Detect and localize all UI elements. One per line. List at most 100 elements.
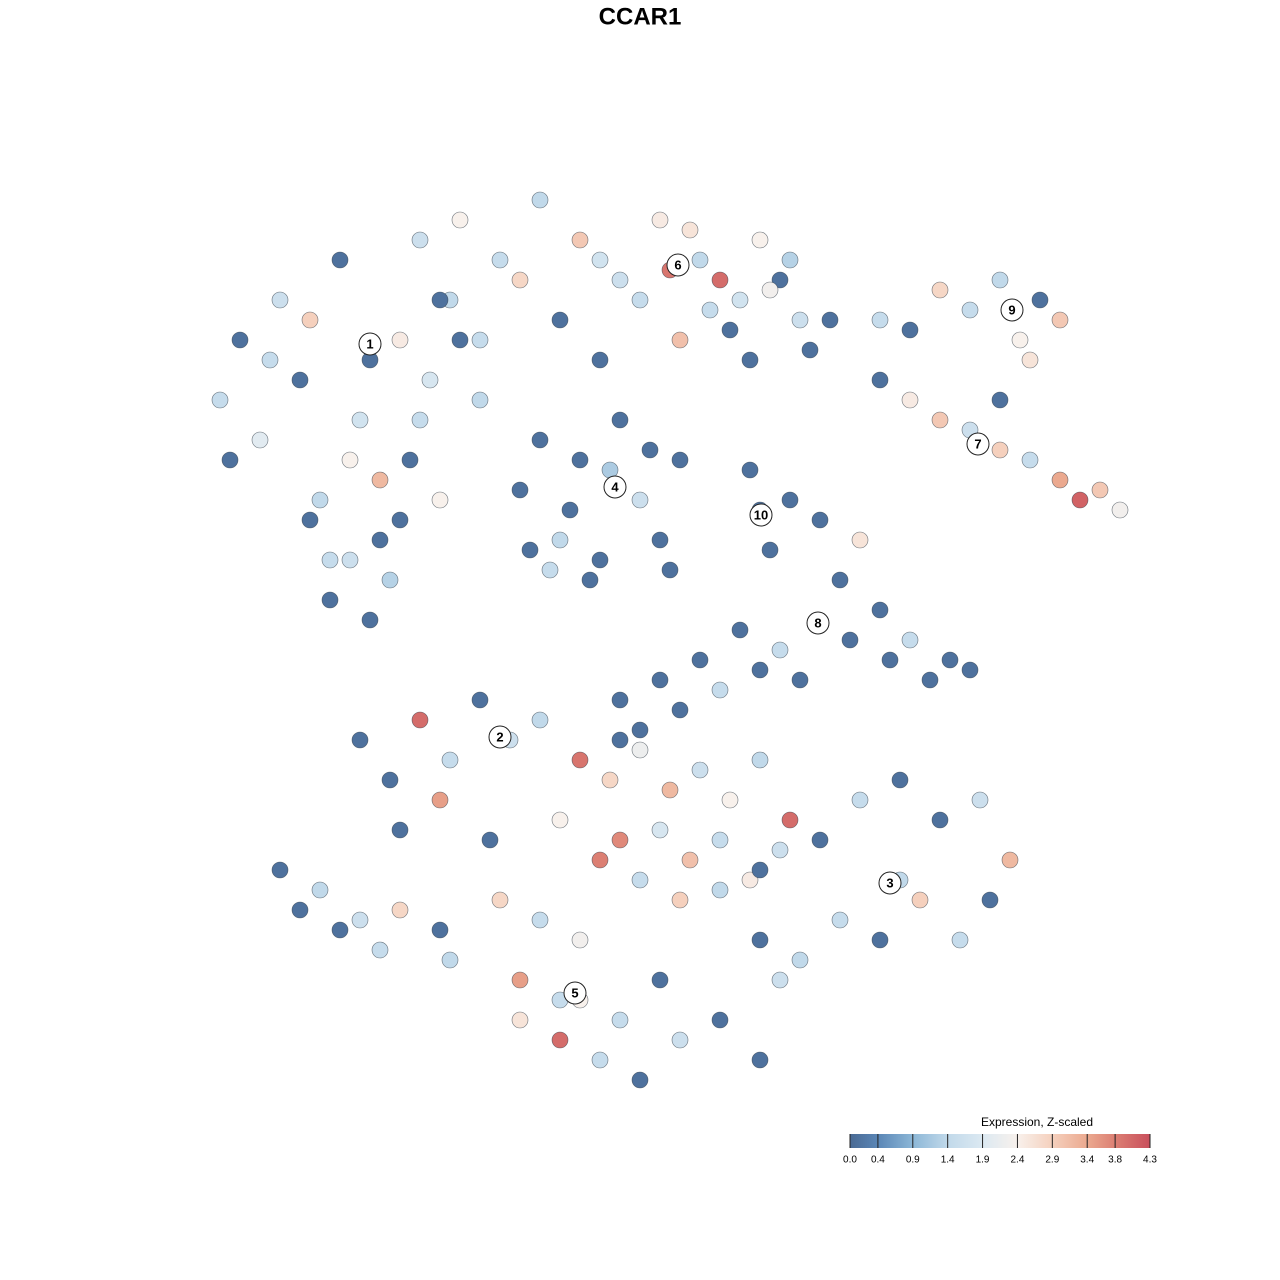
point	[651, 531, 669, 549]
point	[491, 251, 509, 269]
colorbar-tick-label: 0.9	[906, 1155, 920, 1166]
point	[351, 411, 369, 429]
cluster-label: 2	[496, 729, 503, 744]
point	[811, 511, 829, 529]
point	[511, 971, 529, 989]
point	[581, 571, 599, 589]
point	[371, 941, 389, 959]
point	[981, 891, 999, 909]
point	[1111, 501, 1129, 519]
point	[771, 841, 789, 859]
point	[511, 271, 529, 289]
point	[601, 771, 619, 789]
colorbar-tick-label: 3.8	[1108, 1155, 1122, 1166]
point	[701, 301, 719, 319]
point	[671, 701, 689, 719]
chart-title: CCAR1	[599, 3, 682, 30]
point	[831, 571, 849, 589]
point	[481, 831, 499, 849]
point	[1011, 331, 1029, 349]
cluster-marker	[878, 871, 902, 895]
point	[471, 391, 489, 409]
point	[711, 271, 729, 289]
point	[591, 851, 609, 869]
point	[551, 531, 569, 549]
point	[711, 1011, 729, 1029]
point	[991, 271, 1009, 289]
point	[491, 891, 509, 909]
colorbar-tick-label: 2.4	[1010, 1155, 1024, 1166]
point	[751, 861, 769, 879]
point	[211, 391, 229, 409]
point	[611, 691, 629, 709]
point	[391, 821, 409, 839]
colorbar-tick-label: 3.4	[1080, 1155, 1094, 1166]
point	[331, 251, 349, 269]
point	[521, 541, 539, 559]
point	[631, 1071, 649, 1089]
point	[661, 561, 679, 579]
point	[901, 321, 919, 339]
point	[341, 551, 359, 569]
point	[641, 441, 659, 459]
point	[591, 1051, 609, 1069]
point	[991, 441, 1009, 459]
point	[571, 931, 589, 949]
cluster-label: 9	[1008, 302, 1015, 317]
point	[971, 791, 989, 809]
point	[891, 771, 909, 789]
point	[541, 561, 559, 579]
cluster-label: 1	[366, 336, 373, 351]
point	[651, 971, 669, 989]
point	[1021, 351, 1039, 369]
point	[381, 771, 399, 789]
point	[751, 231, 769, 249]
point	[961, 301, 979, 319]
point	[991, 391, 1009, 409]
point	[591, 351, 609, 369]
point	[631, 871, 649, 889]
point	[571, 751, 589, 769]
point	[811, 831, 829, 849]
point	[871, 931, 889, 949]
cluster-marker	[749, 503, 773, 527]
colorbar-tick-label: 1.9	[976, 1155, 990, 1166]
point	[451, 211, 469, 229]
point	[741, 871, 759, 889]
point	[711, 681, 729, 699]
point	[531, 431, 549, 449]
point	[391, 511, 409, 529]
point	[951, 931, 969, 949]
cluster-marker	[1000, 298, 1024, 322]
point	[351, 731, 369, 749]
point	[671, 891, 689, 909]
point	[771, 641, 789, 659]
point	[321, 551, 339, 569]
point	[431, 791, 449, 809]
point	[691, 761, 709, 779]
cluster-marker	[358, 332, 382, 356]
point	[411, 231, 429, 249]
cluster-marker	[966, 432, 990, 456]
point	[1051, 311, 1069, 329]
cluster-label: 6	[674, 257, 681, 272]
point	[841, 631, 859, 649]
point	[631, 721, 649, 739]
point	[731, 291, 749, 309]
point	[751, 751, 769, 769]
point	[831, 911, 849, 929]
point	[561, 501, 579, 519]
point	[351, 911, 369, 929]
point	[471, 331, 489, 349]
cluster-label: 3	[886, 875, 893, 890]
point	[441, 751, 459, 769]
point	[751, 1051, 769, 1069]
point	[321, 591, 339, 609]
point	[881, 651, 899, 669]
point	[361, 611, 379, 629]
point	[921, 671, 939, 689]
point	[931, 281, 949, 299]
point	[821, 311, 839, 329]
point	[941, 651, 959, 669]
point	[411, 711, 429, 729]
